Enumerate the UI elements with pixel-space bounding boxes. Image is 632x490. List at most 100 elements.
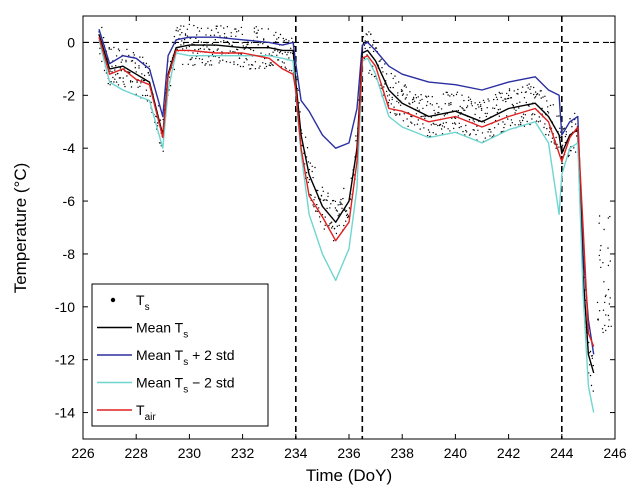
- scatter-point-408: [288, 40, 290, 42]
- scatter-point-808: [474, 102, 476, 104]
- scatter-point-46: [119, 67, 122, 69]
- scatter-point-527: [343, 224, 345, 227]
- scatter-point-22: [108, 48, 110, 50]
- scatter-point-259: [218, 56, 220, 59]
- scatter-point-931: [531, 114, 533, 116]
- scatter-point-512: [336, 225, 338, 227]
- scatter-point-87: [138, 65, 140, 67]
- scatter-point-699: [423, 127, 425, 129]
- scatter-point-742: [443, 115, 446, 117]
- scatter-point-174: [179, 34, 181, 36]
- scatter-point-242: [210, 29, 213, 31]
- scatter-point-964: [547, 110, 549, 113]
- scatter-point-836: [487, 131, 489, 133]
- scatter-point-413: [290, 47, 292, 49]
- scatter-point-364: [267, 45, 270, 48]
- scatter-point-863: [499, 108, 501, 110]
- scatter-point-312: [243, 48, 245, 50]
- scatter-point-274: [225, 61, 228, 63]
- scatter-point-159: [171, 41, 174, 44]
- scatter-point-992: [560, 136, 562, 139]
- scatter-point-852: [494, 94, 497, 96]
- scatter-point-132: [159, 119, 162, 121]
- scatter-point-462: [313, 206, 315, 208]
- scatter-point-498: [330, 203, 332, 205]
- scatter-point-349: [260, 52, 262, 54]
- scatter-point-368: [269, 64, 271, 67]
- scatter-point-772: [457, 115, 459, 117]
- scatter-point-814: [477, 129, 479, 131]
- scatter-point-1075: [597, 319, 599, 321]
- scatter-point-580: [368, 31, 370, 33]
- scatter-point-728: [437, 124, 439, 127]
- scatter-point-943: [536, 93, 539, 95]
- scatter-point-91: [140, 82, 142, 84]
- scatter-point-492: [327, 192, 329, 194]
- scatter-point-867: [501, 92, 503, 95]
- scatter-point-289: [232, 51, 234, 53]
- scatter-point-927: [529, 88, 531, 91]
- scatter-point-190: [186, 28, 189, 30]
- scatter-point-1062: [592, 390, 594, 392]
- scatter-point-882: [508, 89, 511, 92]
- scatter-point-710: [428, 131, 431, 133]
- scatter-point-255: [216, 25, 218, 27]
- scatter-point-525: [342, 197, 344, 200]
- scatter-point-631: [391, 96, 393, 99]
- scatter-point-486: [324, 224, 326, 226]
- scatter-point-412: [290, 52, 292, 54]
- scatter-point-484: [323, 199, 325, 201]
- scatter-point-821: [480, 104, 482, 106]
- scatter-point-127: [156, 122, 159, 124]
- scatter-point-246: [212, 50, 215, 53]
- scatter-point-913: [522, 117, 525, 119]
- scatter-point-590: [372, 50, 375, 53]
- scatter-point-940: [535, 94, 538, 96]
- scatter-point-1023: [574, 112, 576, 115]
- scatter-point-39: [115, 55, 118, 57]
- scatter-point-752: [448, 102, 450, 105]
- scatter-point-860: [498, 91, 500, 94]
- scatter-point-522: [341, 203, 343, 206]
- scatter-point-500: [331, 221, 333, 223]
- scatter-point-1099: [607, 314, 610, 317]
- y-tick-label-14: -14: [55, 405, 75, 421]
- scatter-point-577: [366, 34, 368, 36]
- scatter-point-758: [451, 93, 453, 96]
- scatter-point-89: [139, 56, 141, 58]
- scatter-point-453: [308, 178, 311, 181]
- scatter-point-669: [409, 103, 411, 105]
- scatter-point-1078: [605, 329, 607, 332]
- scatter-point-909: [520, 116, 523, 118]
- scatter-point-906: [520, 122, 522, 124]
- scatter-point-591: [372, 39, 375, 42]
- scatter-point-642: [397, 94, 399, 97]
- scatter-point-1081: [604, 301, 606, 304]
- scatter-point-762: [453, 127, 455, 130]
- scatter-point-347: [259, 65, 261, 67]
- scatter-point-680: [414, 94, 417, 96]
- scatter-point-678: [413, 100, 416, 103]
- scatter-point-75: [132, 52, 135, 54]
- scatter-point-480: [321, 186, 324, 188]
- scatter-point-777: [459, 105, 461, 108]
- scatter-point-671: [410, 121, 412, 123]
- scatter-point-52: [122, 81, 124, 83]
- scatter-point-58: [125, 59, 127, 62]
- scatter-point-583: [369, 46, 371, 49]
- x-tick-label-230: 230: [178, 445, 202, 461]
- scatter-point-277: [226, 40, 229, 43]
- scatter-point-1076: [604, 324, 606, 327]
- scatter-point-491: [326, 199, 328, 202]
- scatter-point-781: [461, 94, 463, 96]
- scatter-point-243: [210, 64, 213, 66]
- scatter-point-389: [278, 52, 281, 54]
- scatter-point-868: [502, 121, 504, 123]
- scatter-point-109: [148, 65, 150, 68]
- scatter-point-694: [421, 98, 423, 101]
- scatter-point-101: [144, 66, 147, 69]
- scatter-point-714: [430, 116, 432, 118]
- x-tick-label-238: 238: [391, 445, 415, 461]
- scatter-point-1004: [565, 133, 567, 136]
- scatter-point-1080: [602, 262, 604, 264]
